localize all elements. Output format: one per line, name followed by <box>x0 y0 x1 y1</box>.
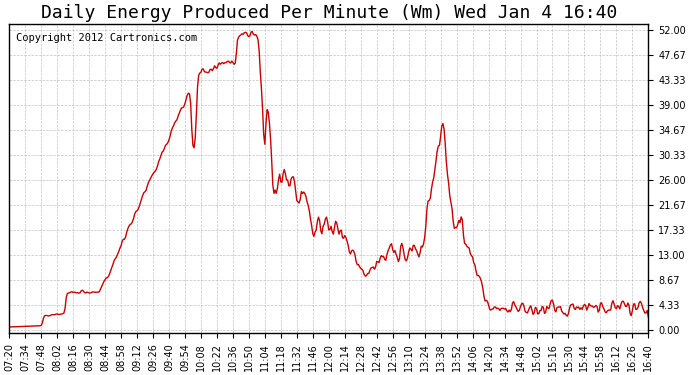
Text: Copyright 2012 Cartronics.com: Copyright 2012 Cartronics.com <box>16 33 197 43</box>
Title: Daily Energy Produced Per Minute (Wm) Wed Jan 4 16:40: Daily Energy Produced Per Minute (Wm) We… <box>41 4 617 22</box>
